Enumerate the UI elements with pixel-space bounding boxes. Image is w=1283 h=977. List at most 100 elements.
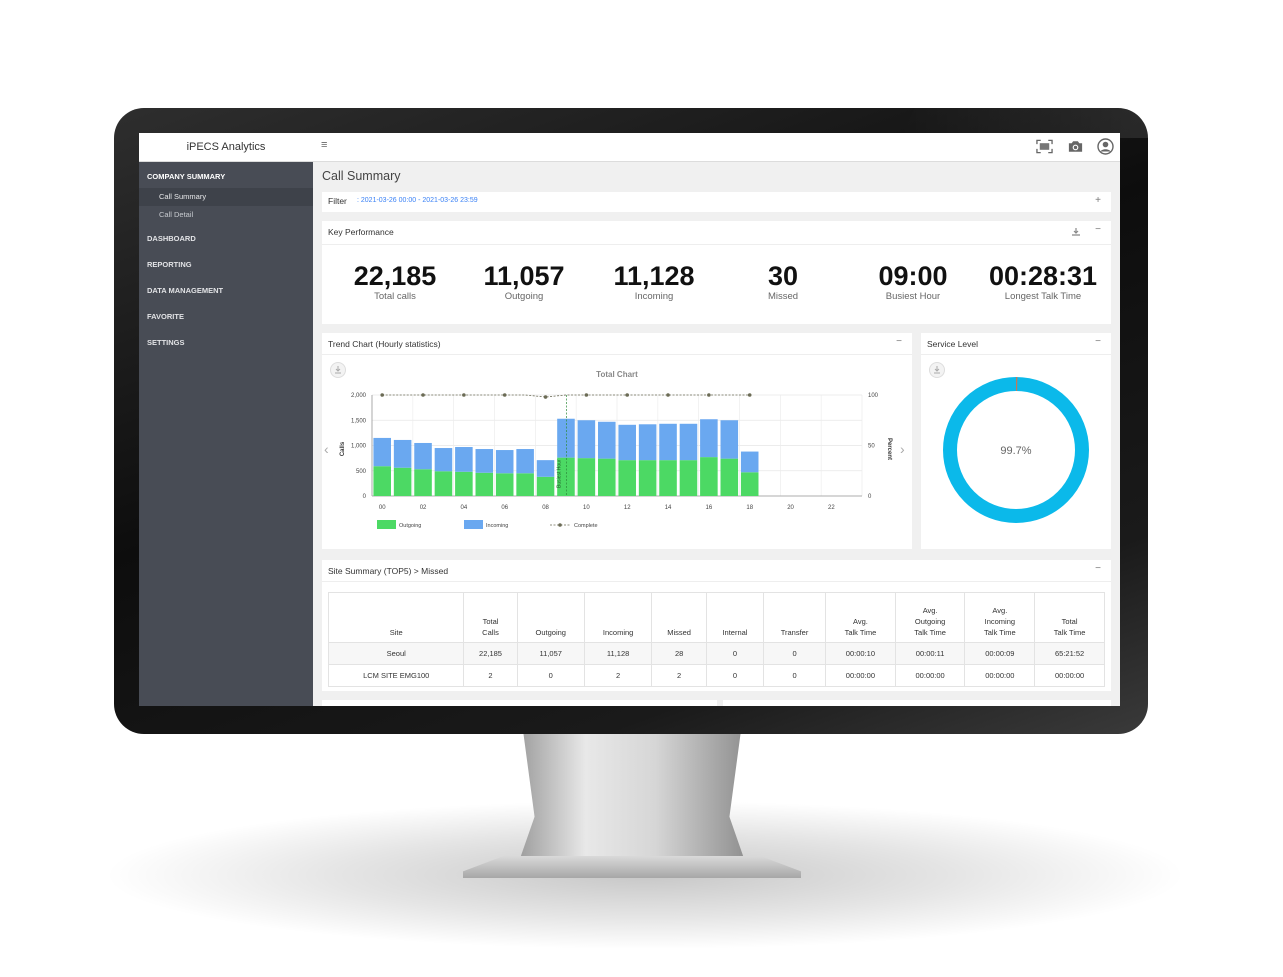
- site-summary-collapse-button[interactable]: −: [1095, 563, 1101, 574]
- sidebar-item-data-management[interactable]: DATA MANAGEMENT: [147, 286, 224, 295]
- service-level-collapse-button[interactable]: −: [1095, 336, 1101, 347]
- sidebar-item-favorite[interactable]: FAVORITE: [147, 312, 184, 321]
- table-cell: 11,057: [516, 642, 585, 665]
- table-cell: 00:00:11: [894, 642, 966, 665]
- busiest-hour-label: Busiest Hour: [556, 459, 562, 488]
- main-content: Call Summary Filter : 2021-03-26 00:00 -…: [313, 162, 1120, 706]
- sidebar-item-company-summary[interactable]: COMPANY SUMMARY: [147, 172, 226, 181]
- filter-date-range[interactable]: : 2021-03-26 00:00 - 2021-03-26 23:59: [357, 197, 478, 204]
- table-header-row: Site Total Calls Outgoing Incoming Missed Inte…: [327, 592, 1105, 643]
- table-cell: 2: [463, 664, 518, 687]
- bar-incoming: [700, 419, 718, 458]
- camera-icon[interactable]: [1067, 139, 1084, 154]
- y2-tick-label: 50: [868, 444, 875, 450]
- header-text: Outgoing: [914, 617, 946, 626]
- app-logo[interactable]: iPECS Analytics: [186, 141, 266, 153]
- table-header-cell: Avg. Talk Time: [825, 592, 896, 643]
- app-header: iPECS Analytics ≡: [139, 133, 1120, 162]
- header-text: Transfer: [780, 628, 809, 637]
- bar-outgoing: [373, 466, 391, 496]
- legend-swatch-outgoing: [377, 520, 396, 529]
- chart-prev-arrow[interactable]: ‹: [324, 441, 329, 457]
- table-row[interactable]: LCM SITE EMG100 2 0 2 2 0 0 00:00:00 00:00:00 00:…: [327, 664, 1105, 687]
- table-row[interactable]: Seoul 22,185 11,057 11,128 28 0 0 00:00:10 00:00…: [327, 642, 1105, 665]
- bar-outgoing: [516, 473, 534, 496]
- next-card-left: [322, 700, 717, 706]
- download-icon[interactable]: [1072, 228, 1080, 236]
- bar-outgoing: [495, 473, 514, 496]
- bar-incoming: [393, 439, 412, 468]
- series-line-complete: [382, 394, 750, 398]
- table-cell: 0: [762, 664, 827, 687]
- bar-outgoing: [700, 457, 718, 496]
- y2-tick-label: 0: [868, 494, 872, 500]
- header-text: Total: [1061, 617, 1078, 626]
- kpi-value: 11,057: [483, 261, 565, 291]
- sidebar-item-reporting[interactable]: REPORTING: [147, 260, 192, 269]
- bar-incoming: [434, 448, 453, 472]
- sidebar: COMPANY SUMMARY Call Summary Call Detail…: [139, 162, 313, 706]
- x-tick-label: 04: [461, 505, 468, 511]
- user-avatar-icon[interactable]: [1097, 138, 1114, 155]
- key-performance-collapse-button[interactable]: −: [1095, 224, 1101, 235]
- menu-toggle-icon[interactable]: ≡: [321, 139, 328, 151]
- header-text: Talk Time: [844, 628, 877, 637]
- y2-axis-label: Percent: [886, 438, 892, 460]
- header-text: Talk Time: [1053, 628, 1086, 637]
- x-tick-label: 08: [542, 505, 549, 511]
- table-header-cell: Internal: [705, 592, 765, 643]
- header-text: Outgoing: [535, 628, 566, 637]
- filter-label: Filter: [328, 196, 347, 206]
- table-header-cell: Transfer: [762, 592, 827, 643]
- line-point: [747, 393, 752, 397]
- filter-expand-button[interactable]: +: [1095, 195, 1101, 206]
- bar-incoming: [577, 420, 596, 459]
- line-point: [625, 393, 630, 397]
- sidebar-item-call-detail[interactable]: Call Detail: [159, 210, 194, 219]
- table-cell: 0: [705, 642, 765, 665]
- table-cell: 0: [762, 642, 827, 665]
- bar-incoming: [495, 450, 514, 474]
- chart-download-icon[interactable]: [330, 362, 346, 378]
- chart-next-arrow[interactable]: ›: [900, 441, 905, 457]
- bar-outgoing: [720, 458, 739, 496]
- kpi-label: Missed: [767, 291, 799, 302]
- header-text: Total: [482, 617, 499, 626]
- bar-incoming: [557, 418, 575, 458]
- table-header-cell: Total Calls: [463, 592, 518, 643]
- fullscreen-icon[interactable]: [1036, 139, 1053, 154]
- bar-incoming: [598, 421, 616, 459]
- header-text: Incoming: [984, 617, 1016, 626]
- service-level-donut: 99.7%: [943, 377, 1089, 523]
- kpi-total-calls: 22,185 Total calls: [332, 261, 458, 302]
- trend-chart-collapse-button[interactable]: −: [896, 336, 902, 347]
- x-tick-label: 00: [379, 505, 386, 511]
- header-text: Talk Time: [984, 628, 1016, 637]
- monitor-screen: iPECS Analytics ≡ COMPANY SUMMARY Call S…: [139, 133, 1120, 706]
- service-download-icon[interactable]: [929, 362, 945, 378]
- card-divider: [322, 244, 1111, 245]
- x-tick-label: 18: [746, 505, 753, 511]
- table-cell: 11,128: [583, 642, 653, 665]
- sidebar-item-dashboard[interactable]: DASHBOARD: [147, 234, 196, 243]
- bar-outgoing: [659, 460, 677, 496]
- site-summary-card: Site Summary (TOP5) > Missed − Site Total…: [322, 560, 1111, 691]
- header-text: Calls: [482, 628, 499, 637]
- bar-outgoing: [577, 458, 596, 496]
- y-tick-label: 0: [363, 494, 367, 500]
- y-tick-label: 2,000: [351, 393, 367, 399]
- kpi-label: Total calls: [374, 291, 416, 302]
- header-text: Site: [389, 628, 403, 637]
- x-tick-label: 14: [665, 505, 672, 511]
- bar-incoming: [414, 442, 432, 470]
- table-cell: 28: [651, 642, 707, 665]
- bar-outgoing: [679, 460, 698, 496]
- sidebar-item-call-summary[interactable]: Call Summary: [139, 188, 313, 206]
- kpi-missed: 30 Missed: [720, 261, 846, 302]
- bar-incoming: [475, 449, 494, 473]
- bar-incoming: [740, 451, 759, 473]
- table-header-cell: Total Talk Time: [1034, 592, 1105, 643]
- sidebar-item-settings[interactable]: SETTINGS: [147, 338, 185, 347]
- legend-point-complete: [558, 523, 562, 527]
